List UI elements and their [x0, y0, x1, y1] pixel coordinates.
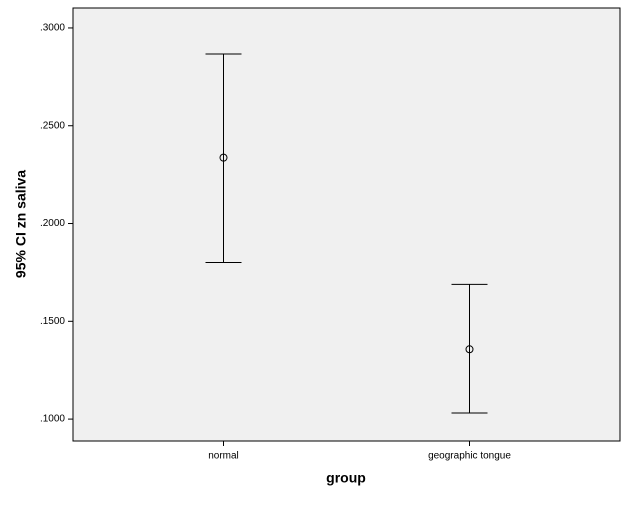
- y-tick-label: .2500: [40, 120, 65, 131]
- y-tick-label: .2000: [40, 218, 65, 229]
- y-axis-title: 95% CI zn saliva: [13, 170, 29, 278]
- y-tick-label: .3000: [40, 23, 65, 34]
- mean-point: [219, 153, 228, 162]
- plot-area: [72, 7, 621, 442]
- y-tick-label: .1500: [40, 316, 65, 327]
- y-tick-label: .1000: [40, 414, 65, 425]
- mean-point: [465, 345, 474, 354]
- x-tick-label: geographic tongue: [428, 451, 511, 462]
- x-tick-label: normal: [208, 451, 239, 462]
- x-axis-title: group: [326, 470, 366, 486]
